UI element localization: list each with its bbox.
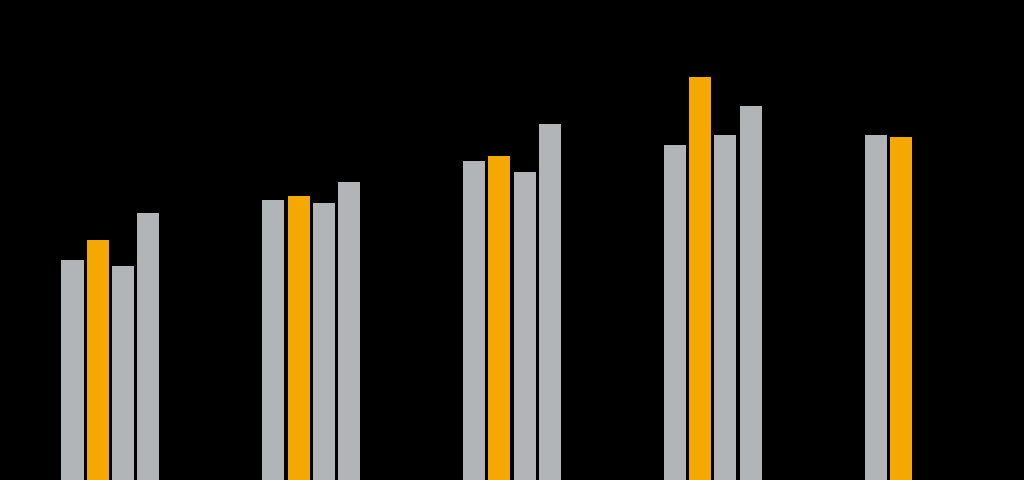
- Bar: [87, 240, 109, 480]
- Bar: [61, 261, 84, 480]
- Bar: [338, 182, 360, 480]
- Bar: [488, 156, 510, 480]
- Bar: [689, 78, 712, 480]
- Bar: [890, 138, 912, 480]
- Bar: [514, 172, 536, 480]
- Bar: [864, 136, 887, 480]
- Bar: [288, 196, 309, 480]
- Bar: [262, 200, 285, 480]
- Bar: [463, 162, 485, 480]
- Bar: [715, 136, 736, 480]
- Bar: [739, 107, 762, 480]
- Bar: [112, 266, 134, 480]
- Bar: [137, 214, 160, 480]
- Bar: [312, 204, 335, 480]
- Bar: [664, 146, 686, 480]
- Bar: [539, 125, 561, 480]
